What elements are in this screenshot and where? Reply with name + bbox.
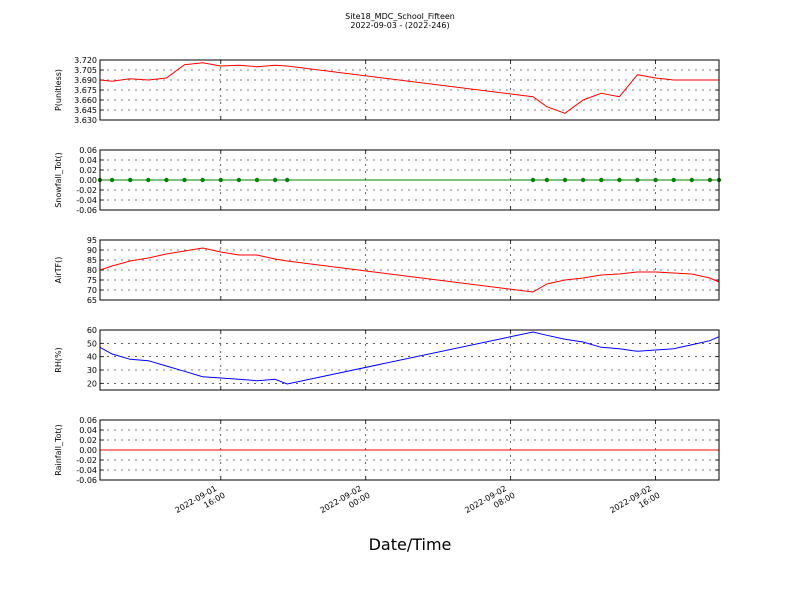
series-marker (653, 177, 658, 183)
series-marker (562, 177, 568, 183)
y-tick-label: 0.04 (79, 156, 97, 165)
series-marker (236, 177, 242, 183)
series-line (99, 331, 720, 385)
y-tick-label: 90 (87, 246, 97, 255)
y-tick-label: -0.02 (76, 186, 97, 195)
series-marker (109, 177, 115, 183)
y-tick-label: 80 (87, 266, 97, 275)
chart-subtitle: 2022-09-03 - (2022-246) (350, 21, 449, 30)
series-marker (254, 177, 260, 183)
y-tick-label: 0.06 (79, 416, 97, 425)
series-marker (218, 177, 223, 183)
y-tick-label: 3.690 (74, 76, 97, 85)
x-tick-label: 2022-09-0208:00 (463, 482, 516, 524)
y-tick-label: 75 (87, 276, 97, 285)
x-axis-label: Date/Time (369, 535, 452, 554)
chart-title: Site18_MDC_School_Fifteen (345, 12, 455, 21)
y-tick-label: 30 (87, 366, 97, 375)
plot-frame (99, 329, 720, 391)
y-tick-label: -0.04 (76, 466, 97, 475)
series-marker (635, 177, 640, 183)
y-tick-label: 3.705 (74, 66, 97, 75)
y-tick-label: 40 (87, 353, 97, 362)
series-marker (689, 177, 695, 183)
series-marker (164, 177, 169, 183)
y-axis-label: Rainfall_Tot() (54, 424, 63, 476)
y-tick-label: 3.660 (74, 96, 97, 105)
y-tick-label: 0.00 (79, 446, 97, 455)
y-tick-label: -0.06 (76, 206, 97, 215)
series-marker (530, 177, 536, 183)
series-marker (671, 177, 676, 183)
y-tick-label: -0.06 (76, 476, 97, 485)
y-tick-label: 95 (87, 236, 97, 245)
y-tick-label: 60 (87, 326, 97, 335)
plot-frame (99, 419, 720, 481)
x-tick-label: 2022-09-0116:00 (174, 482, 227, 524)
y-axis-label: RH(%) (54, 347, 63, 372)
series-marker (544, 177, 550, 183)
series-marker (146, 177, 151, 183)
series-marker (707, 177, 713, 183)
y-tick-label: 3.675 (74, 86, 97, 95)
series-marker (580, 177, 586, 183)
y-tick-label: -0.04 (76, 196, 97, 205)
series-marker (272, 177, 278, 183)
y-tick-label: 0.04 (79, 426, 97, 435)
y-tick-label: 3.630 (74, 116, 97, 125)
plot-frame (99, 239, 720, 301)
y-tick-label: 20 (87, 379, 97, 388)
y-tick-label: 0.02 (79, 166, 97, 175)
y-axis-label: P(unitless) (54, 69, 63, 111)
x-tick-label: 2022-09-0216:00 (608, 482, 661, 524)
y-tick-label: 50 (87, 339, 97, 348)
series-marker (285, 177, 290, 183)
series-marker (182, 177, 187, 183)
y-axis-label: AirTF() (54, 257, 63, 284)
series-line (99, 62, 719, 114)
y-tick-label: 0.00 (79, 176, 97, 185)
x-tick-label: 2022-09-0200:00 (318, 482, 371, 524)
plot-frame (99, 59, 720, 121)
y-tick-label: 65 (87, 296, 97, 305)
series-marker (200, 177, 205, 183)
y-tick-label: 70 (87, 286, 97, 295)
y-tick-label: 3.645 (74, 106, 97, 115)
y-axis-label: Snowfall_Tot() (54, 152, 63, 208)
y-tick-label: 0.02 (79, 436, 97, 445)
y-tick-label: 0.06 (79, 146, 97, 155)
series-marker (617, 177, 622, 183)
y-tick-label: 3.720 (74, 56, 97, 65)
series-line (99, 247, 720, 293)
series-marker (599, 177, 604, 183)
plot-frame (99, 149, 720, 211)
y-tick-label: 85 (87, 256, 97, 265)
series-marker (127, 177, 133, 183)
y-tick-label: -0.02 (76, 456, 97, 465)
